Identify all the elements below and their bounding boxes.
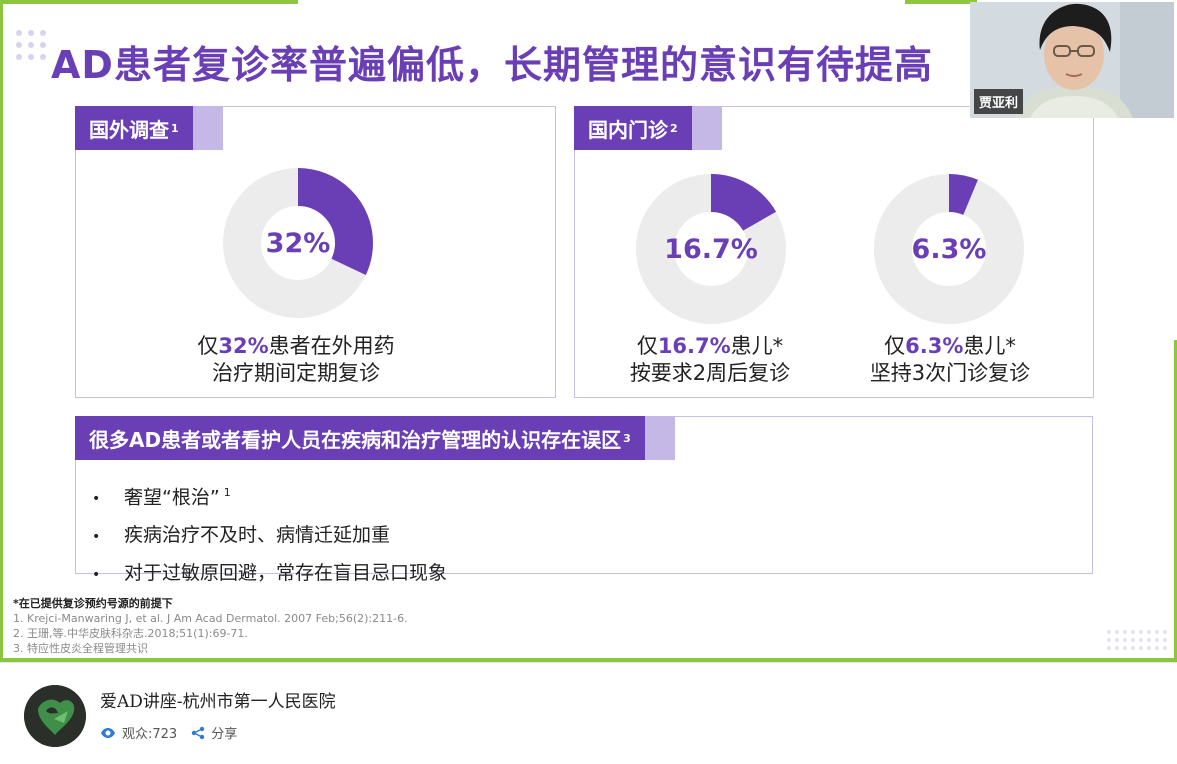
footnote-ref: 3. 特应性皮炎全程管理共识 bbox=[13, 642, 148, 655]
donut-segment bbox=[874, 174, 1024, 324]
channel-logo-icon bbox=[24, 685, 86, 747]
share-button[interactable]: 分享 bbox=[191, 723, 237, 742]
channel-info-bar: 爱AD讲座-杭州市第一人民医院 观众:723 分享 bbox=[0, 662, 1177, 764]
misconception-panel: 很多AD患者或者看护人员在疾病和治疗管理的认识存在误区 3 • 奢望“根治” 1 •… bbox=[75, 416, 1093, 584]
donut-chart-foreign: 32% bbox=[222, 167, 374, 319]
domestic-clinic-tab-label: 国内门诊 bbox=[588, 117, 668, 142]
domestic-clinic-panel: 国内门诊 2 16.7% 仅16.7%患儿* 按要求2周后复诊 6.3% bbox=[574, 106, 1094, 398]
donut-chart-domestic-right: 6.3% bbox=[873, 173, 1025, 325]
misconception-tab: 很多AD患者或者看护人员在疾病和治疗管理的认识存在误区 3 bbox=[75, 416, 675, 460]
foreign-survey-tab: 国外调查 1 bbox=[75, 106, 223, 150]
list-item: • 疾病治疗不及时、病情迁延加重 bbox=[92, 524, 391, 547]
domestic-clinic-tab: 国内门诊 2 bbox=[574, 106, 722, 150]
misconception-tab-ref: 3 bbox=[623, 431, 631, 445]
foreign-survey-panel: 国外调查 1 32% 仅32%患者在外用药 治疗期间定期复诊 bbox=[75, 106, 556, 398]
slide-top-border-right bbox=[905, 0, 977, 4]
slide-top-border-left bbox=[3, 0, 298, 4]
donut-percent-label: 16.7% bbox=[664, 233, 758, 265]
foreign-survey-tab-ref: 1 bbox=[171, 121, 179, 135]
share-icon bbox=[192, 726, 205, 739]
misconception-tab-label: 很多AD患者或者看护人员在疾病和治疗管理的认识存在误区 bbox=[89, 427, 622, 452]
slide-right-border bbox=[1174, 340, 1177, 662]
share-label: 分享 bbox=[211, 727, 238, 742]
title-decoration-dots bbox=[16, 30, 46, 60]
channel-title: 爱AD讲座-杭州市第一人民医院 bbox=[100, 692, 336, 712]
donut-percent-label: 32% bbox=[265, 227, 331, 259]
misconception-list: • 奢望“根治” 1 • 疾病治疗不及时、病情迁延加重 • 对于过敏原回避，常存在盲目忌… bbox=[92, 475, 447, 593]
viewer-count-label: 观众:723 bbox=[122, 727, 178, 742]
donut-segment bbox=[636, 174, 786, 324]
slide-title: AD患者复诊率普遍偏低，长期管理的意识有待提高 bbox=[51, 43, 933, 87]
list-item: • 对于过敏原回避，常存在盲目忌口现象 bbox=[92, 562, 448, 585]
foreign-survey-tab-label: 国外调查 bbox=[89, 117, 169, 142]
list-item: • 奢望“根治” 1 bbox=[92, 486, 231, 509]
speaker-name-label: 贾亚利 bbox=[974, 89, 1024, 114]
channel-stats: 观众:723 分享 bbox=[100, 723, 237, 742]
donut-segment bbox=[223, 168, 373, 318]
eye-icon bbox=[101, 727, 115, 738]
footnotes: *在已提供复诊预约号源的前提下 1. Krejci-Manwaring J, e… bbox=[13, 596, 408, 656]
corner-decoration-dots bbox=[1107, 630, 1167, 650]
footnote-note: *在已提供复诊预约号源的前提下 bbox=[13, 597, 173, 610]
domestic-right-caption: 仅6.3%患儿* 坚持3次门诊复诊 bbox=[869, 334, 1031, 385]
donut-chart-domestic-left: 16.7% bbox=[635, 173, 787, 325]
foreign-caption: 仅32%患者在外用药 治疗期间定期复诊 bbox=[197, 334, 395, 385]
footnote-ref: 2. 王珊,等.中华皮肤科杂志.2018;51(1):69-71. bbox=[13, 627, 248, 640]
domestic-clinic-tab-ref: 2 bbox=[670, 121, 678, 135]
footnote-ref: 1. Krejci-Manwaring J, et al. J Am Acad … bbox=[13, 612, 408, 625]
viewer-count: 观众:723 bbox=[100, 723, 177, 742]
speaker-webcam: 贾亚利 bbox=[970, 2, 1174, 118]
channel-avatar[interactable] bbox=[24, 685, 86, 747]
donut-percent-label: 6.3% bbox=[911, 233, 987, 265]
domestic-left-caption: 仅16.7%患儿* 按要求2周后复诊 bbox=[629, 334, 791, 385]
